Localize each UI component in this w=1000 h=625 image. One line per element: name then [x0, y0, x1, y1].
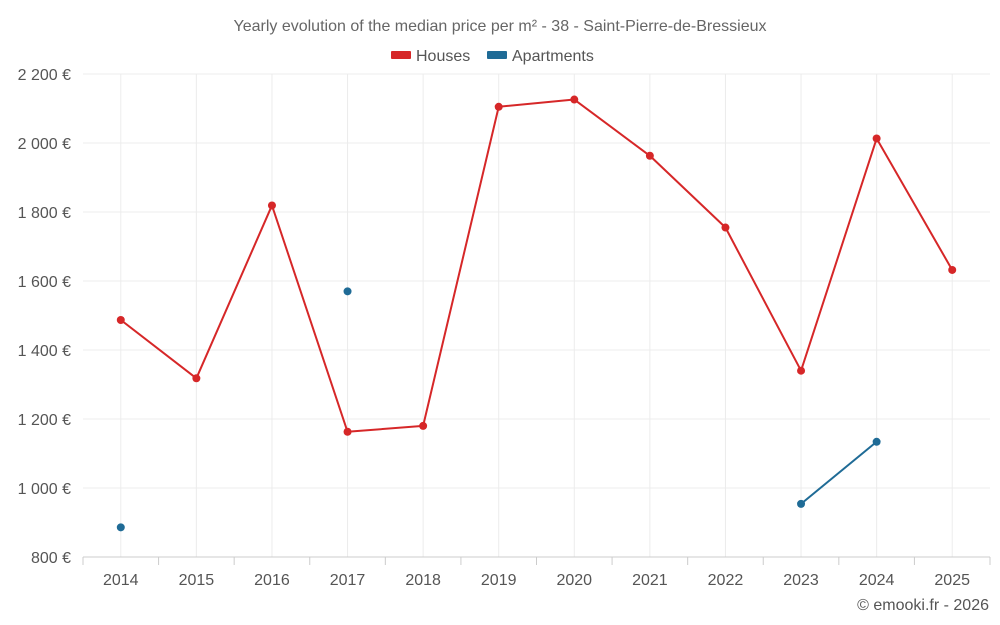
- data-point-houses[interactable]: [570, 95, 579, 104]
- legend-swatch-apartments: [487, 51, 507, 59]
- series-line-segment-houses: [573, 98, 651, 157]
- y-tick-label: 2 000 €: [18, 136, 71, 153]
- x-tick-label: 2020: [556, 572, 592, 589]
- x-tick-label: 2022: [708, 572, 744, 589]
- legend-label-houses: Houses: [416, 48, 470, 65]
- grid-layer: [83, 73, 990, 557]
- series-line-segment-houses: [497, 98, 576, 108]
- data-point-apartments[interactable]: [116, 523, 125, 532]
- series-line-segment-houses: [875, 137, 954, 271]
- y-tick-label: 1 000 €: [18, 481, 71, 498]
- data-point-houses[interactable]: [797, 366, 806, 375]
- x-tick-label: 2021: [632, 572, 668, 589]
- x-tick-label: 2015: [179, 572, 215, 589]
- series-line-segment-houses: [648, 154, 727, 229]
- y-tick-label: 800 €: [31, 550, 71, 567]
- y-tick-label: 1 200 €: [18, 412, 71, 429]
- data-point-houses[interactable]: [343, 427, 352, 436]
- y-tick-label: 1 600 €: [18, 274, 71, 291]
- data-point-houses[interactable]: [721, 223, 730, 232]
- legend-item-houses[interactable]: Houses: [391, 48, 470, 65]
- series-apartments: [116, 287, 881, 532]
- y-tick-label: 1 800 €: [18, 205, 71, 222]
- y-tick-label: 1 400 €: [18, 343, 71, 360]
- x-tick-label: 2014: [103, 572, 139, 589]
- data-point-apartments[interactable]: [872, 437, 881, 446]
- series-line-segment-apartments: [800, 440, 878, 505]
- data-point-houses[interactable]: [948, 265, 957, 274]
- data-point-houses[interactable]: [116, 315, 125, 324]
- data-point-houses[interactable]: [494, 102, 503, 111]
- series-line-segment-houses: [270, 204, 349, 433]
- legend-swatch-houses: [391, 51, 411, 59]
- data-point-houses[interactable]: [267, 201, 276, 210]
- x-tick-label: 2018: [405, 572, 441, 589]
- axis-layer: 800 € 1 000 € 1 200 € 1 400 € 1 600 € 1 800 €…: [18, 67, 991, 589]
- legend-item-apartments[interactable]: Apartments: [487, 48, 594, 65]
- data-point-apartments[interactable]: [343, 287, 352, 296]
- series-line-segment-houses: [724, 226, 803, 372]
- data-point-houses[interactable]: [192, 374, 201, 383]
- series-houses: [116, 95, 957, 436]
- x-tick-label: 2024: [859, 572, 895, 589]
- credit-text: © emooki.fr - 2026: [857, 597, 989, 614]
- series-line-segment-houses: [346, 424, 425, 433]
- chart-legend: Houses Apartments: [391, 48, 594, 65]
- chart-title: Yearly evolution of the median price per…: [234, 18, 767, 35]
- x-tick-label: 2025: [934, 572, 970, 589]
- y-tick-label: 2 200 €: [18, 67, 71, 84]
- x-tick-label: 2019: [481, 572, 517, 589]
- x-tick-label: 2017: [330, 572, 366, 589]
- x-tick-label: 2023: [783, 572, 819, 589]
- series-line-segment-houses: [119, 318, 198, 380]
- series-line-segment-houses: [195, 204, 273, 380]
- data-point-houses[interactable]: [872, 134, 881, 143]
- series-line-segment-houses: [422, 105, 500, 427]
- series-line-segment-houses: [800, 137, 878, 372]
- legend-label-apartments: Apartments: [512, 48, 594, 65]
- data-point-houses[interactable]: [419, 421, 428, 430]
- data-point-houses[interactable]: [645, 151, 654, 160]
- x-tick-label: 2016: [254, 572, 290, 589]
- data-point-apartments[interactable]: [797, 499, 806, 508]
- series-layer: [116, 95, 957, 532]
